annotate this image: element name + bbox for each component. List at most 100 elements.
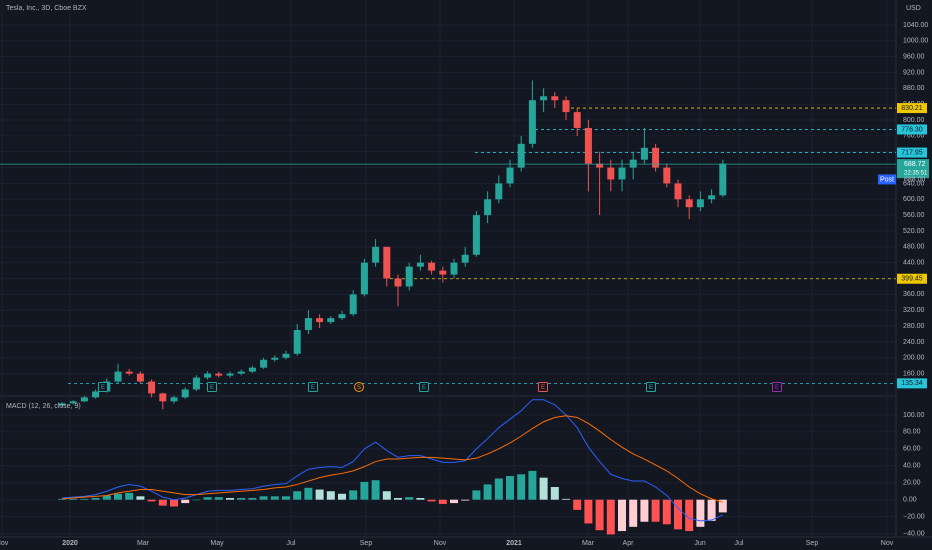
countdown: 22:35:51 — [904, 171, 928, 177]
candle-body — [652, 147, 660, 168]
y-tick-label: 880.00 — [903, 85, 925, 92]
candle-body — [192, 377, 200, 390]
y-tick-label: 240.00 — [903, 339, 925, 346]
candle-body — [237, 371, 245, 374]
candle-body — [428, 262, 436, 271]
post-name: Post — [880, 176, 894, 183]
event-label: E — [311, 385, 315, 391]
candle-body — [226, 373, 234, 376]
candle-body — [69, 401, 77, 404]
y-tick-label: 280.00 — [903, 323, 925, 330]
histogram-bar — [382, 491, 391, 500]
histogram-bar — [248, 498, 257, 500]
y-tick-label: 480.00 — [903, 244, 925, 251]
histogram-bar — [584, 499, 593, 524]
candle-body — [495, 183, 503, 200]
candle-body — [136, 373, 144, 382]
histogram-bar — [293, 491, 302, 500]
candle-body — [349, 294, 357, 315]
candle-body — [405, 266, 413, 287]
histogram-bar — [450, 499, 458, 504]
y-tick-label: 60.00 — [903, 446, 921, 453]
candle-body — [159, 393, 167, 402]
histogram-bar — [528, 470, 537, 500]
event-marker — [772, 382, 782, 392]
x-tick-label: May — [210, 540, 224, 547]
candle-body — [472, 215, 480, 255]
candle-body — [282, 353, 290, 358]
candle-body — [506, 167, 514, 184]
histogram-bar — [147, 499, 156, 502]
histogram-bar — [69, 498, 78, 500]
candle-body — [372, 246, 380, 263]
candle-body — [674, 183, 682, 200]
event-label: E — [541, 385, 545, 391]
candle-body — [383, 246, 391, 279]
y-tick-label: 80.00 — [903, 429, 921, 436]
histogram-bar — [494, 478, 503, 500]
histogram-bar — [461, 499, 470, 501]
candle-body — [260, 359, 268, 368]
histogram-bar — [696, 499, 705, 527]
candle-body — [338, 314, 346, 319]
histogram-bar — [562, 498, 570, 500]
histogram-bar — [315, 489, 324, 500]
candle-body — [304, 318, 312, 331]
y-tick-label: −40.00 — [903, 530, 925, 537]
level-label: 717.95 — [901, 149, 923, 156]
candle-body — [204, 373, 212, 378]
candle-body — [640, 147, 648, 160]
y-tick-label: −20.00 — [903, 514, 925, 521]
histogram-bar — [651, 499, 660, 522]
event-label: E — [775, 385, 779, 391]
candle-body — [540, 96, 548, 101]
histogram-bar — [662, 499, 671, 525]
histogram-bar — [304, 487, 313, 500]
histogram-bar — [170, 499, 178, 507]
macd-title: MACD (12, 26, close, 9) — [6, 403, 81, 410]
histogram-bar — [573, 499, 582, 510]
x-tick-label: 2021 — [506, 540, 522, 547]
event-marker — [308, 382, 318, 392]
candle-body — [596, 163, 604, 168]
y-tick-label: 320.00 — [903, 307, 925, 314]
candle-body — [215, 373, 223, 376]
x-tick-label: Mar — [137, 540, 150, 547]
histogram-bar — [282, 496, 290, 500]
candle-body — [551, 96, 559, 101]
event-marker — [207, 382, 217, 392]
y-tick-label: 20.00 — [903, 480, 921, 487]
candle-body — [125, 371, 133, 374]
currency: USD — [906, 5, 921, 12]
y-tick-label: 440.00 — [903, 260, 925, 267]
x-tick-label: Nov — [0, 540, 9, 547]
histogram-bar — [192, 499, 201, 501]
level-label-box — [897, 124, 927, 135]
event-label: E — [210, 385, 214, 391]
x-tick-label: Apr — [623, 540, 635, 547]
histogram-bar — [181, 499, 190, 504]
candle-body — [517, 143, 525, 168]
candle-body — [450, 262, 458, 275]
candle-body — [58, 403, 66, 406]
x-tick-label: Jul — [287, 540, 296, 547]
candle-body — [562, 100, 570, 113]
candle-body — [461, 254, 469, 263]
candle-body — [148, 381, 156, 394]
macd-line — [61, 415, 723, 503]
candle-body — [719, 163, 727, 196]
histogram-bar — [326, 491, 335, 500]
histogram-bar — [416, 498, 425, 500]
candle-body — [685, 199, 693, 208]
histogram-bar — [125, 492, 134, 500]
marks — [0, 80, 896, 535]
chart-title: Tesla, Inc., 3D, Cboe BZX — [6, 5, 87, 12]
event-marker — [419, 382, 429, 392]
grid — [0, 0, 896, 537]
candle-body — [573, 112, 581, 128]
histogram-bar — [595, 499, 604, 531]
post-price: 688.00 — [904, 176, 926, 183]
event-label: S — [357, 385, 361, 391]
